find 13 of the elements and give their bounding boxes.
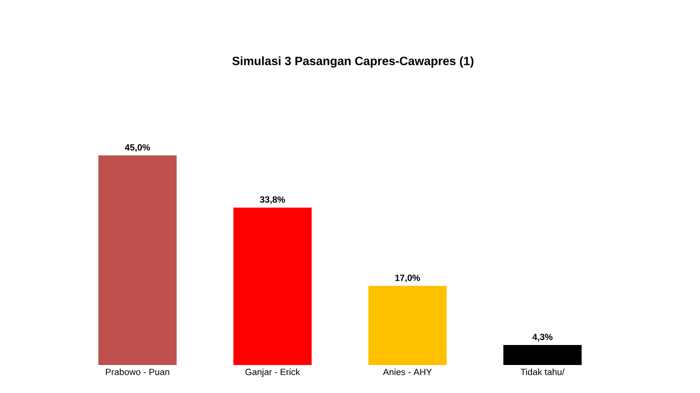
x-tick-label: Anies - AHY	[383, 368, 432, 376]
data-label: 33,8%	[260, 196, 286, 204]
bar	[503, 344, 582, 365]
data-label: 4,3%	[532, 334, 553, 342]
x-tick-label: Ganjar - Erick	[245, 368, 300, 377]
chart-title: Simulasi 3 Pasangan Capres-Cawapres (1)	[232, 56, 474, 68]
bar	[233, 208, 312, 365]
bar	[98, 155, 177, 365]
x-tick-label: Prabowo - Puan	[106, 368, 170, 376]
data-label: 17,0%	[395, 274, 420, 282]
data-label: 45,0%	[124, 144, 150, 152]
bar	[368, 286, 447, 365]
x-tick-label: Tidak tahu/	[520, 368, 565, 376]
